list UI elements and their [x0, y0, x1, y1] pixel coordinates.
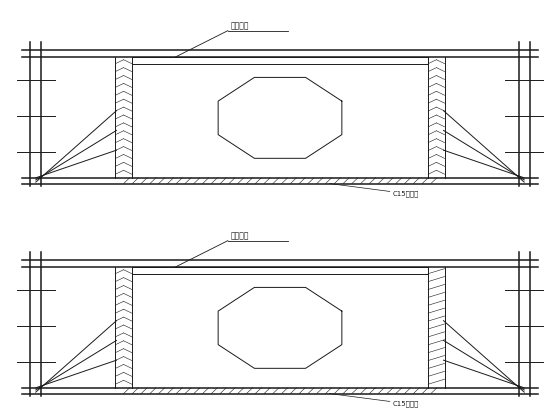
Text: 龙骨钢筋: 龙骨钢筋 [231, 232, 249, 241]
Text: C15垫层砼: C15垫层砼 [393, 400, 419, 407]
Text: C15垫层砼: C15垫层砼 [393, 190, 419, 197]
Text: 龙骨钢筋: 龙骨钢筋 [231, 22, 249, 31]
